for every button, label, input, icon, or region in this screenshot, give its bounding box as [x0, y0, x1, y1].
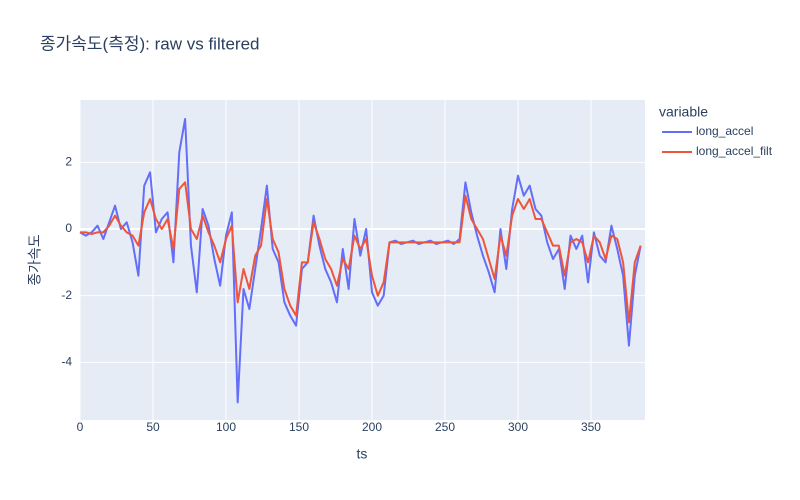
line-series	[79, 118, 642, 404]
x-axis-title: ts	[357, 446, 368, 462]
x-tick-label: 0	[77, 420, 84, 434]
x-tick-label: 200	[362, 420, 382, 434]
legend-label: long_accel_filt	[696, 144, 773, 158]
x-tick-label: 300	[508, 420, 528, 434]
y-tick-label: -2	[61, 288, 72, 302]
y-tick-label: 0	[65, 221, 72, 235]
y-tick-label: 2	[65, 155, 72, 169]
x-tick-label: 350	[581, 420, 601, 434]
legend-label: long_accel	[696, 124, 753, 138]
x-tick-label: 100	[216, 420, 236, 434]
x-tick-label: 150	[289, 420, 309, 434]
x-tick-label: 50	[146, 420, 160, 434]
chart-title: 종가속도(측정): raw vs filtered	[40, 34, 259, 53]
y-tick-label: -4	[61, 355, 72, 369]
legend-title: variable	[659, 104, 708, 120]
x-tick-label: 250	[435, 420, 455, 434]
line-series	[80, 181, 642, 324]
y-axis-title: 종가속도	[27, 234, 43, 286]
